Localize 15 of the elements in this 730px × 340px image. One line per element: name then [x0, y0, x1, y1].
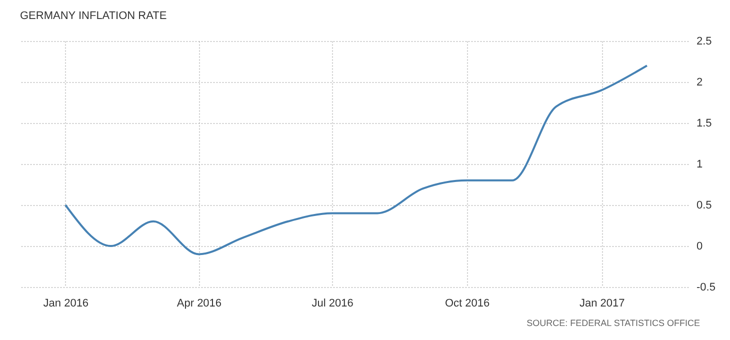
x-tick-label: Oct 2016 — [444, 298, 490, 310]
y-tick-label: 0 — [696, 240, 703, 252]
y-tick-label: 0.5 — [696, 200, 712, 212]
x-tick-label: Apr 2016 — [176, 298, 222, 310]
y-tick-label: 1.5 — [696, 118, 712, 130]
y-tick-label: 2 — [696, 76, 703, 88]
y-tick-label: 2.5 — [696, 36, 712, 48]
x-tick-label: Jul 2016 — [312, 298, 354, 310]
y-tick-label: 1 — [696, 158, 703, 170]
y-tick-label: -0.5 — [696, 282, 716, 294]
x-tick-label: Jan 2017 — [579, 298, 625, 310]
chart-title: GERMANY INFLATION RATE — [20, 10, 167, 22]
source-note: SOURCE: FEDERAL STATISTICS OFFICE — [526, 318, 700, 328]
line-series — [64, 64, 648, 256]
x-tick-label: Jan 2016 — [43, 298, 89, 310]
